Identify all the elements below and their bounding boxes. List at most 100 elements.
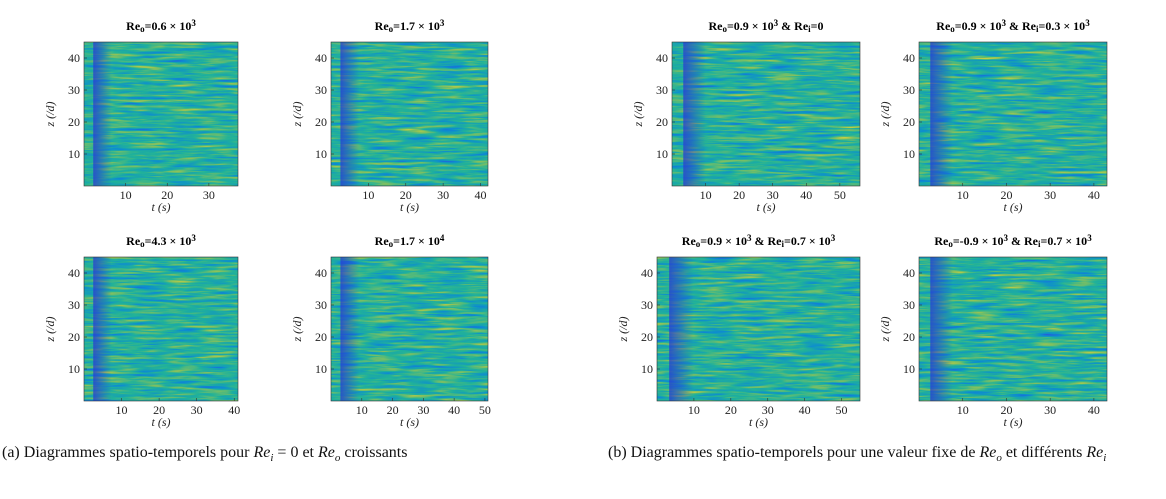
title-part: =0.9 × 10 xyxy=(727,19,774,33)
caption-part: (b) Diagrammes spatio-temporels pour une… xyxy=(608,444,980,461)
x-tick-label: 40 xyxy=(799,403,811,417)
y-tick-label: 40 xyxy=(68,51,80,65)
y-tick-label: 30 xyxy=(315,298,327,312)
title-part: o xyxy=(140,24,145,34)
panel-title: Reo=4.3 × 103 xyxy=(126,233,196,249)
y-axis-label: z (/d) xyxy=(878,102,892,128)
x-axis-label: t (s) xyxy=(749,415,768,429)
y-axis-label: z (/d) xyxy=(616,317,630,343)
x-tick-label: 30 xyxy=(437,188,449,202)
axes-frame xyxy=(83,256,239,402)
title-part: =4.3 × 10 xyxy=(145,234,192,248)
x-axis-label: t (s) xyxy=(152,200,171,214)
title-part: & Re xyxy=(778,19,809,33)
title-part: 3 xyxy=(1087,233,1092,243)
x-tick-label: 20 xyxy=(733,188,745,202)
panel-title: Reo=1.7 × 104 xyxy=(375,233,445,249)
y-tick-label: 30 xyxy=(68,83,80,97)
title-part: =1.7 × 10 xyxy=(393,19,440,33)
y-tick-label: 10 xyxy=(641,362,653,376)
title-part: =0.6 × 10 xyxy=(145,19,192,33)
title-part: 3 xyxy=(440,18,445,28)
title-part: o xyxy=(696,239,701,249)
title-part: =0.7 × 10 xyxy=(784,234,831,248)
y-tick-label: 40 xyxy=(315,51,327,65)
title-part: Re xyxy=(126,19,141,33)
panel-title: Reo=-0.9 × 103 & Rei=0.7 × 103 xyxy=(934,233,1092,249)
title-part: & Re xyxy=(1006,19,1037,33)
y-tick-label: 20 xyxy=(656,115,668,129)
x-tick-label: 40 xyxy=(228,403,240,417)
y-axis-label: z (/d) xyxy=(290,102,304,128)
caption-part: Re xyxy=(318,444,335,461)
heatmap-band xyxy=(93,42,112,186)
x-axis-label: t (s) xyxy=(757,200,776,214)
x-tick-label: 20 xyxy=(1000,188,1012,202)
title-part: & Re xyxy=(751,234,782,248)
y-tick-label: 10 xyxy=(656,147,668,161)
axes-frame xyxy=(918,41,1108,187)
title-part: o xyxy=(140,239,145,249)
y-axis-label: z (/d) xyxy=(290,317,304,343)
title-part: 3 xyxy=(1001,18,1006,28)
title-part: Re xyxy=(375,19,390,33)
x-tick-label: 10 xyxy=(957,403,969,417)
title-part: o xyxy=(722,24,727,34)
heatmap-band xyxy=(683,42,706,186)
x-axis-label: t (s) xyxy=(1004,415,1023,429)
y-tick-label: 10 xyxy=(903,147,915,161)
x-tick-label: 20 xyxy=(161,188,173,202)
x-tick-label: 10 xyxy=(356,403,368,417)
panel: Reo=-0.9 × 103 & Rei=0.7 × 103 10 20 30 40 10… xyxy=(878,233,1108,429)
y-tick-label: 20 xyxy=(903,330,915,344)
y-tick-label: 30 xyxy=(641,298,653,312)
y-tick-label: 40 xyxy=(903,51,915,65)
heatmap-band xyxy=(340,42,360,186)
x-tick-label: 10 xyxy=(362,188,374,202)
y-tick-label: 10 xyxy=(68,147,80,161)
caption-part: et différents xyxy=(1001,444,1087,461)
panel: Reo=0.9 × 103 & Rei=0 10 20 30 40 50 10 20 30 40 t… xyxy=(631,18,861,214)
x-axis-label: t (s) xyxy=(400,415,419,429)
title-part: o xyxy=(950,24,955,34)
y-tick-label: 10 xyxy=(315,362,327,376)
y-tick-label: 40 xyxy=(641,266,653,280)
x-tick-label: 30 xyxy=(417,403,429,417)
title-part: 3 xyxy=(1003,233,1008,243)
panel: Reo=1.7 × 103 10 20 30 40 10 20 30 40 t (s) z (/d) xyxy=(290,18,489,214)
title-part: =1.7 × 10 xyxy=(393,234,440,248)
x-axis-label: t (s) xyxy=(1004,200,1023,214)
heatmap-band xyxy=(93,257,112,401)
x-tick-label: 20 xyxy=(725,403,737,417)
y-tick-label: 40 xyxy=(68,266,80,280)
caption-part: croissants xyxy=(340,444,408,461)
y-tick-label: 20 xyxy=(68,330,80,344)
axes-frame xyxy=(83,41,239,187)
y-tick-label: 20 xyxy=(68,115,80,129)
caption-part: o xyxy=(996,452,1002,465)
caption-part: o xyxy=(334,452,341,465)
axes-frame xyxy=(330,256,489,402)
title-part: i xyxy=(1036,24,1039,34)
panel-title: Reo=0.9 × 103 & Rei=0.3 × 103 xyxy=(936,18,1090,34)
axes-frame xyxy=(330,41,489,187)
x-tick-label: 50 xyxy=(479,403,491,417)
y-tick-label: 20 xyxy=(903,115,915,129)
x-tick-label: 30 xyxy=(762,403,774,417)
caption-part: i xyxy=(270,452,274,465)
title-part: 3 xyxy=(831,233,836,243)
title-part: i xyxy=(808,24,811,34)
x-tick-label: 20 xyxy=(400,188,412,202)
x-tick-label: 40 xyxy=(1088,188,1100,202)
caption-part: Re xyxy=(253,444,271,461)
title-part: o xyxy=(389,24,394,34)
panel: Reo=0.6 × 103 10 20 30 10 20 30 40 t (s) z (/d) xyxy=(43,18,239,214)
x-tick-label: 40 xyxy=(1088,403,1100,417)
x-tick-label: 10 xyxy=(688,403,700,417)
caption-part: = 0 et xyxy=(273,444,318,461)
x-tick-label: 30 xyxy=(1044,403,1056,417)
x-tick-label: 40 xyxy=(448,403,460,417)
y-tick-label: 10 xyxy=(903,362,915,376)
